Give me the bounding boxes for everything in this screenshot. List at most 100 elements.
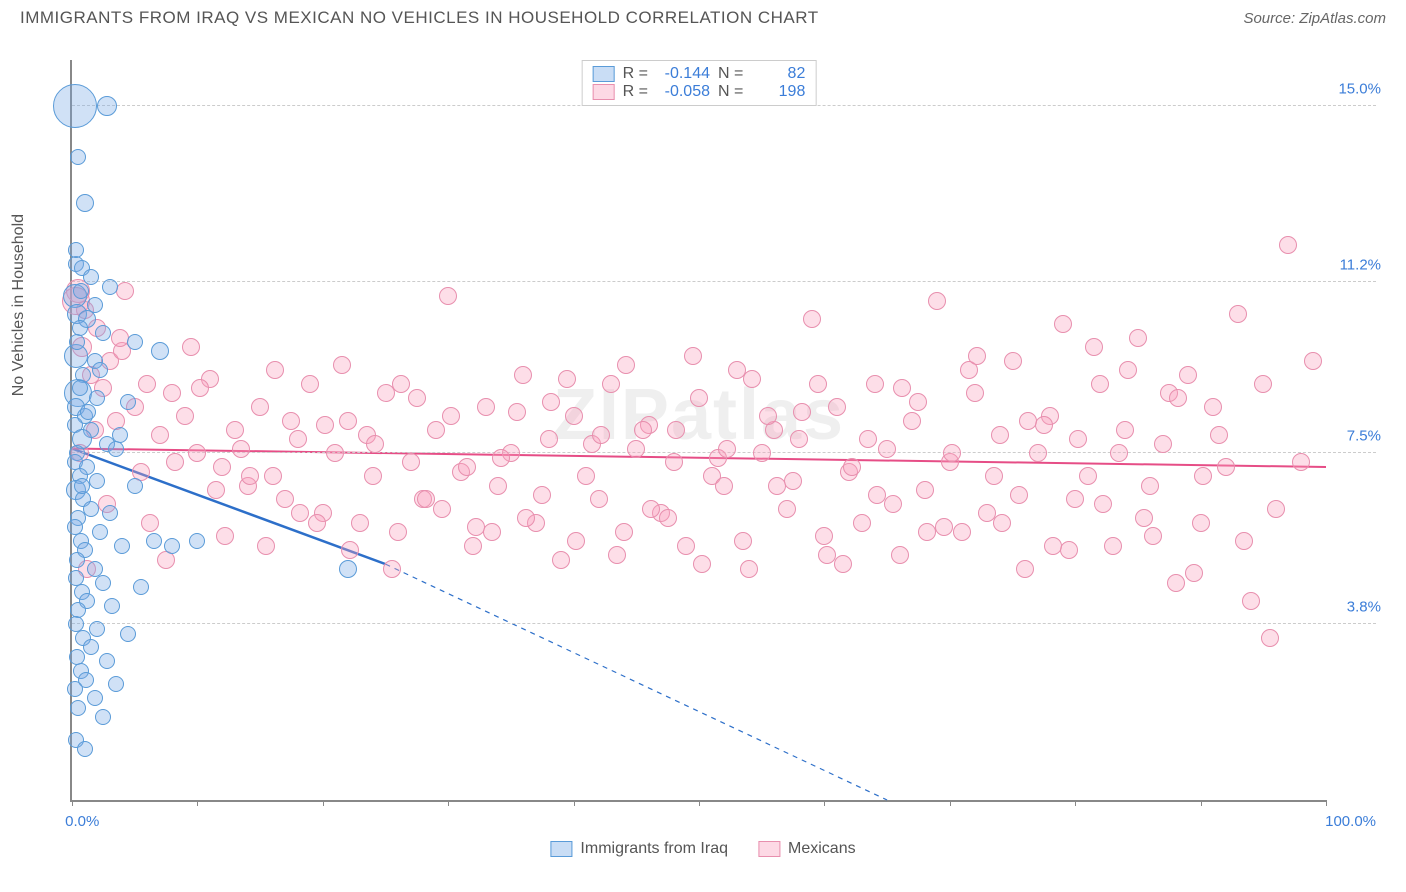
scatter-point (251, 398, 269, 416)
scatter-point (102, 279, 118, 295)
scatter-point (903, 412, 921, 430)
scatter-point (108, 676, 124, 692)
scatter-point (188, 444, 206, 462)
scatter-point (834, 555, 852, 573)
scatter-point (264, 467, 282, 485)
x-tick (699, 800, 700, 806)
scatter-point (1085, 338, 1103, 356)
scatter-point (439, 287, 457, 305)
scatter-point (402, 453, 420, 471)
scatter-point (608, 546, 626, 564)
scatter-point (339, 412, 357, 430)
x-tick (574, 800, 575, 806)
r-value: -0.144 (656, 65, 710, 83)
scatter-point (1179, 366, 1197, 384)
scatter-point (207, 481, 225, 499)
scatter-point (1054, 315, 1072, 333)
scatter-point (677, 537, 695, 555)
scatter-point (276, 490, 294, 508)
x-tick (1201, 800, 1202, 806)
n-value: 82 (751, 65, 805, 83)
scatter-point (301, 375, 319, 393)
x-tick (824, 800, 825, 806)
scatter-point (151, 342, 169, 360)
x-tick (323, 800, 324, 806)
correlation-stats-box: R =-0.144N =82R =-0.058N =198 (582, 60, 817, 106)
scatter-point (151, 426, 169, 444)
scatter-point (189, 533, 205, 549)
scatter-point (1185, 564, 1203, 582)
scatter-point (715, 477, 733, 495)
r-label: R = (623, 83, 648, 101)
scatter-point (232, 440, 250, 458)
scatter-point (477, 398, 495, 416)
scatter-point (891, 546, 909, 564)
scatter-point (514, 366, 532, 384)
scatter-point (768, 477, 786, 495)
scatter-point (326, 444, 344, 462)
scatter-point (80, 404, 96, 420)
scatter-point (458, 458, 476, 476)
scatter-point (72, 380, 88, 396)
scatter-point (492, 449, 510, 467)
scatter-point (383, 560, 401, 578)
scatter-point (366, 435, 384, 453)
scatter-point (1192, 514, 1210, 532)
scatter-point (953, 523, 971, 541)
scatter-point (108, 441, 124, 457)
scatter-point (793, 403, 811, 421)
x-tick (1075, 800, 1076, 806)
scatter-point (1229, 305, 1247, 323)
scatter-point (884, 495, 902, 513)
scatter-point (489, 477, 507, 495)
scatter-point (133, 579, 149, 595)
scatter-point (935, 518, 953, 536)
scatter-point (389, 523, 407, 541)
scatter-point (95, 709, 111, 725)
scatter-point (95, 575, 111, 591)
scatter-point (1254, 375, 1272, 393)
scatter-point (1169, 389, 1187, 407)
scatter-point (339, 560, 357, 578)
scatter-point (408, 389, 426, 407)
scatter-point (392, 375, 410, 393)
scatter-point (533, 486, 551, 504)
legend: Immigrants from IraqMexicans (550, 840, 855, 858)
scatter-point (112, 427, 128, 443)
scatter-point (1204, 398, 1222, 416)
scatter-point (868, 486, 886, 504)
r-label: R = (623, 65, 648, 83)
scatter-point (642, 500, 660, 518)
scatter-point (464, 537, 482, 555)
scatter-point (1079, 467, 1097, 485)
scatter-point (289, 430, 307, 448)
scatter-point (1044, 537, 1062, 555)
scatter-point (1110, 444, 1128, 462)
scatter-point (351, 514, 369, 532)
scatter-point (104, 598, 120, 614)
y-tick-label: 11.2% (1340, 257, 1381, 274)
scatter-point (163, 384, 181, 402)
scatter-point (1116, 421, 1134, 439)
scatter-point (1194, 467, 1212, 485)
scatter-point (417, 490, 435, 508)
scatter-point (634, 421, 652, 439)
scatter-point (83, 269, 99, 285)
scatter-point (97, 96, 117, 116)
scatter-point (166, 453, 184, 471)
scatter-point (69, 552, 85, 568)
scatter-point (542, 393, 560, 411)
scatter-point (102, 505, 118, 521)
scatter-point (1141, 477, 1159, 495)
scatter-point (916, 481, 934, 499)
scatter-point (1066, 490, 1084, 508)
scatter-point (1242, 592, 1260, 610)
scatter-point (138, 375, 156, 393)
scatter-point (89, 473, 105, 489)
scatter-point (92, 362, 108, 378)
gridline (72, 281, 1376, 282)
scatter-point (759, 407, 777, 425)
scatter-point (993, 514, 1011, 532)
scatter-point (803, 310, 821, 328)
chart-title: IMMIGRANTS FROM IRAQ VS MEXICAN NO VEHIC… (20, 8, 819, 28)
